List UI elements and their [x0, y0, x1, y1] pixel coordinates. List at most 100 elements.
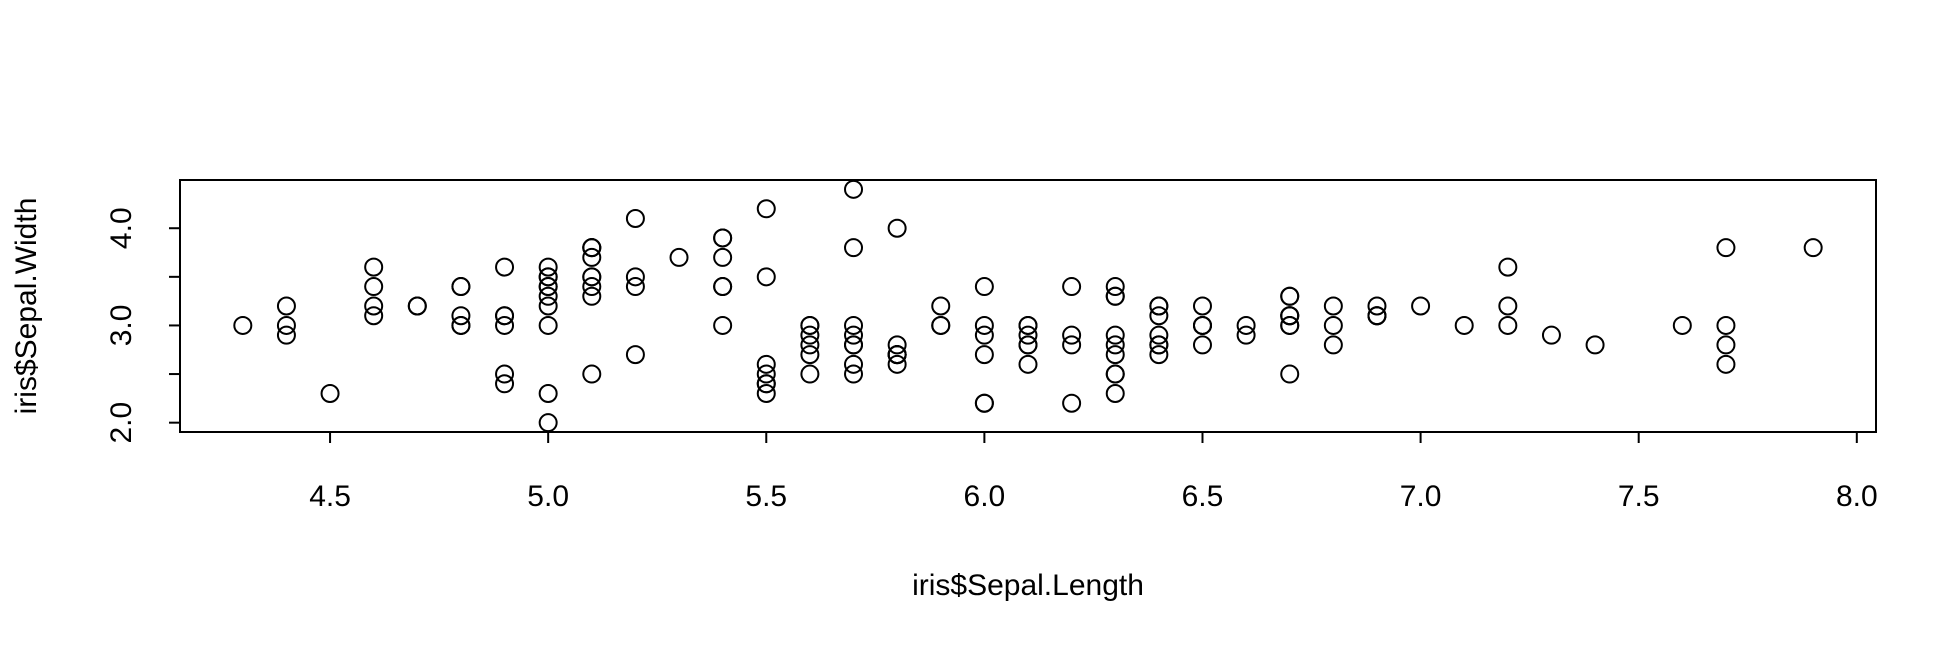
point	[538, 267, 558, 287]
point	[320, 384, 340, 403]
point	[538, 413, 558, 433]
point	[625, 277, 645, 297]
point	[364, 257, 384, 277]
x-tick-label: 7.0	[1400, 480, 1442, 513]
point	[582, 247, 602, 267]
point	[1411, 296, 1431, 316]
point	[713, 277, 733, 297]
point	[582, 364, 602, 384]
point	[1280, 364, 1300, 384]
point	[276, 296, 296, 316]
x-axis-label: iris$Sepal.Length	[912, 569, 1144, 602]
x-tick-label: 5.5	[745, 480, 787, 513]
point	[887, 218, 907, 238]
point	[1149, 335, 1169, 355]
point	[1716, 335, 1736, 355]
point	[1367, 296, 1387, 316]
point	[582, 277, 602, 297]
point	[756, 374, 776, 394]
point	[364, 306, 384, 326]
point	[538, 384, 558, 403]
point	[1062, 277, 1082, 297]
point	[844, 315, 864, 335]
point	[1192, 335, 1212, 355]
point	[582, 238, 602, 258]
point	[625, 209, 645, 228]
point	[495, 315, 515, 335]
point	[495, 364, 515, 384]
point	[1323, 335, 1343, 355]
point	[1236, 325, 1256, 345]
point	[800, 315, 820, 335]
point	[844, 335, 864, 355]
point	[1105, 335, 1125, 355]
point	[1018, 315, 1038, 335]
point	[1803, 238, 1823, 258]
point	[1105, 325, 1125, 345]
point	[974, 345, 994, 365]
point	[756, 354, 776, 374]
x-tick-label: 5.0	[527, 480, 569, 513]
y-tick-label: 3.0	[105, 305, 138, 347]
point	[713, 247, 733, 267]
point	[538, 315, 558, 335]
point	[669, 247, 689, 267]
point	[1105, 345, 1125, 365]
point	[625, 267, 645, 287]
point	[1018, 325, 1038, 345]
point	[974, 325, 994, 345]
point	[756, 384, 776, 403]
point	[1280, 306, 1300, 326]
point	[1323, 296, 1343, 316]
point	[800, 335, 820, 355]
point	[1541, 325, 1561, 345]
point	[1367, 306, 1387, 326]
point	[1062, 335, 1082, 355]
x-tick-label: 6.0	[964, 480, 1006, 513]
y-tick-label: 2.0	[105, 402, 138, 444]
point	[1716, 238, 1736, 258]
point	[1062, 325, 1082, 345]
point	[538, 296, 558, 316]
point	[931, 296, 951, 316]
point	[1149, 296, 1169, 316]
point	[1105, 286, 1125, 306]
point	[887, 354, 907, 374]
point	[1192, 296, 1212, 316]
y-tick-label: 4.0	[105, 207, 138, 249]
point	[582, 267, 602, 287]
point	[495, 374, 515, 394]
point	[1498, 315, 1518, 335]
y-axis-label: iris$Sepal.Width	[10, 198, 43, 415]
point	[800, 364, 820, 384]
point	[364, 277, 384, 297]
point	[974, 277, 994, 297]
point	[756, 267, 776, 287]
point	[1105, 364, 1125, 384]
point	[276, 325, 296, 345]
point	[1149, 345, 1169, 365]
point	[495, 306, 515, 326]
point	[974, 315, 994, 335]
point	[1498, 296, 1518, 316]
point	[538, 277, 558, 297]
point	[1280, 315, 1300, 335]
point	[844, 238, 864, 258]
point	[538, 257, 558, 277]
point	[844, 325, 864, 345]
point	[1105, 277, 1125, 297]
point	[1716, 354, 1736, 374]
point	[451, 315, 471, 335]
point	[1149, 306, 1169, 326]
point	[276, 315, 296, 335]
point	[756, 364, 776, 384]
point	[1105, 384, 1125, 403]
point	[1585, 335, 1605, 355]
x-tick-label: 4.5	[309, 480, 351, 513]
point	[538, 286, 558, 306]
point	[582, 286, 602, 306]
point	[844, 354, 864, 374]
point	[887, 345, 907, 365]
point	[1149, 325, 1169, 345]
